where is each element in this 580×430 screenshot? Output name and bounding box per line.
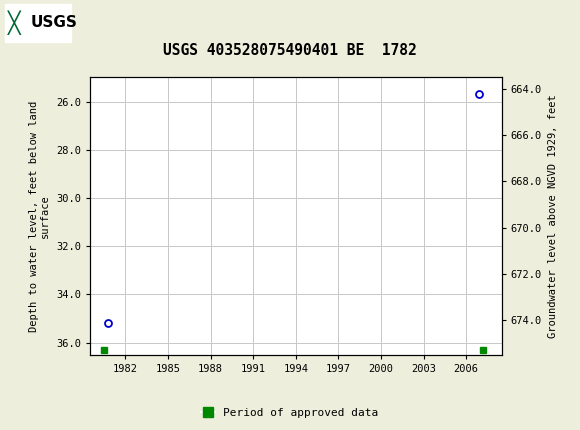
- Y-axis label: Depth to water level, feet below land
surface: Depth to water level, feet below land su…: [29, 101, 50, 332]
- FancyBboxPatch shape: [5, 3, 71, 42]
- Text: USGS 403528075490401 BE  1782: USGS 403528075490401 BE 1782: [163, 43, 417, 58]
- Text: USGS: USGS: [30, 15, 77, 30]
- Legend: Period of approved data: Period of approved data: [197, 403, 383, 422]
- Y-axis label: Groundwater level above NGVD 1929, feet: Groundwater level above NGVD 1929, feet: [548, 94, 557, 338]
- Text: ╳: ╳: [8, 10, 20, 35]
